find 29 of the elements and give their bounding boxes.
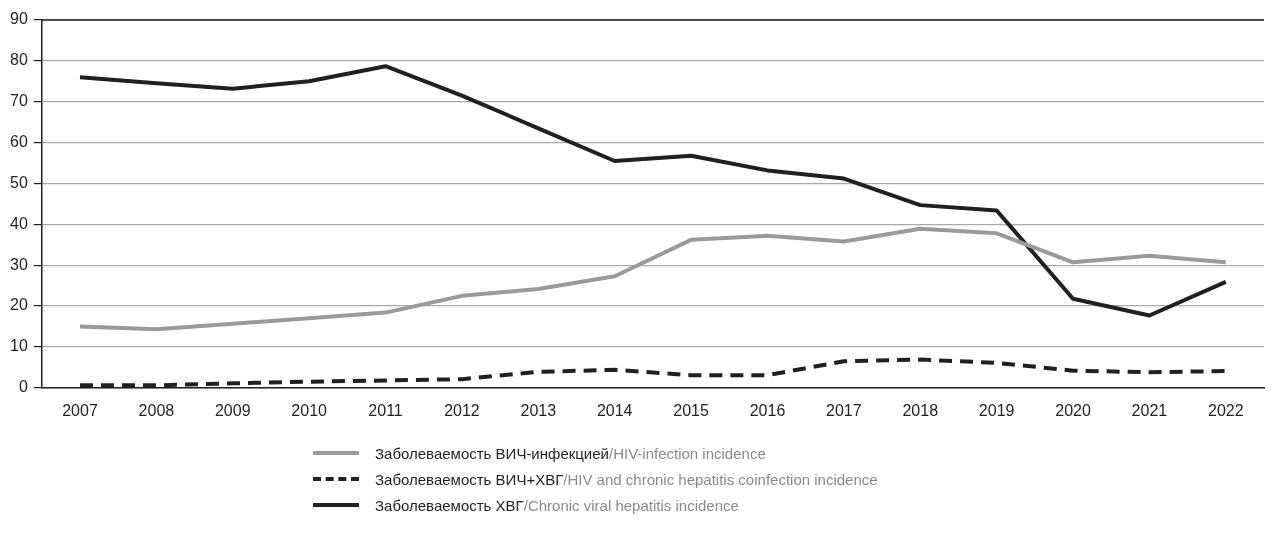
x-tick-label: 2011 [368, 401, 403, 419]
y-tick-label: 90 [10, 10, 28, 28]
x-tick-label: 2010 [291, 401, 328, 419]
x-tick-label: 2013 [520, 401, 557, 419]
x-tick-label: 2015 [673, 401, 709, 419]
legend-label: Заболеваемость ВИЧ-инфекцией/HIV-infection incidence [375, 444, 766, 462]
y-tick-label: 30 [10, 255, 28, 273]
y-tick-label: 60 [10, 133, 28, 151]
y-tick-label: 10 [10, 337, 28, 355]
x-tick-label: 2020 [1055, 401, 1091, 419]
y-tick-label: 0 [18, 378, 28, 396]
x-tick-label: 2017 [826, 401, 862, 419]
x-tick-label: 2019 [978, 401, 1015, 419]
x-tick-label: 2012 [444, 401, 480, 419]
x-tick-label: 2022 [1208, 401, 1244, 419]
legend-label: Заболеваемость ВИЧ+ХВГ/HIV and chronic hepatitis coinfection incidence [375, 470, 878, 488]
y-tick-label: 80 [10, 51, 28, 69]
x-tick-label: 2007 [62, 401, 98, 419]
y-tick-label: 70 [10, 92, 28, 110]
legend-label: Заболеваемость ХВГ/Chronic viral hepatitis incidence [375, 496, 739, 514]
x-tick-label: 2009 [214, 401, 251, 419]
x-tick-label: 2016 [749, 401, 786, 419]
x-tick-label: 2018 [902, 401, 939, 419]
x-tick-label: 2021 [1131, 401, 1168, 419]
y-tick-label: 20 [10, 296, 28, 314]
y-tick-label: 40 [10, 214, 28, 232]
x-tick-label: 2008 [138, 401, 175, 419]
y-tick-label: 50 [10, 173, 28, 191]
x-tick-label: 2014 [596, 401, 633, 419]
